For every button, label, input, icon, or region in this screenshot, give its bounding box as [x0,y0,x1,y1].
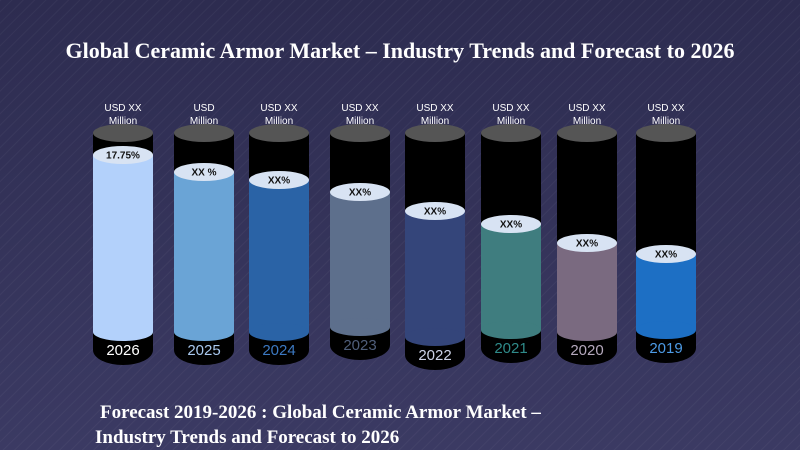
cylinder-top [330,124,390,142]
value-label: USD XX [492,103,530,114]
cylinder-top [557,124,617,142]
cylinder-top [636,124,696,142]
year-label: 2023 [343,337,376,354]
share-label: XX% [424,207,446,218]
share-label: XX% [268,176,290,187]
share-label: XX % [191,168,216,179]
cylinder-bottom [557,335,617,365]
share-label: 17.75% [106,151,140,162]
fill-bottom [174,323,234,341]
fill-top [636,245,696,263]
value-label: Million [109,116,137,127]
year-label: 2022 [418,347,451,364]
cylinder-fill [249,180,309,332]
cylinder-fill [93,155,153,332]
share-label: XX% [500,220,522,231]
fill-bottom [636,321,696,339]
value-label: Million [421,116,449,127]
footer-line: Industry Trends and Forecast to 2026 [95,427,399,448]
cylinder-fill [557,243,617,332]
fill-top [481,215,541,233]
value-label: Million [190,116,218,127]
year-label: 2020 [570,342,603,359]
value-label: USD XX [416,103,454,114]
cylinder-bottom [174,335,234,365]
cylinder-bottom [249,335,309,365]
columns: 17.75% USD XX Million 2026 XX % USD Million 202… [93,103,696,370]
value-label: Million [265,116,293,127]
fill-top [174,163,234,181]
cylinder-bottom [405,340,465,370]
value-label: USD XX [260,103,298,114]
value-label: USD XX [104,103,142,114]
cylinder-top [93,124,153,142]
fill-bottom [481,321,541,339]
year-label: 2026 [106,342,139,359]
year-label: 2019 [649,340,682,357]
year-label: 2024 [262,342,295,359]
cylinder-fill [636,254,696,330]
cylinder-top [249,124,309,142]
title: Global Ceramic Armor Market – Industry T… [66,38,735,63]
cylinder-bottom [481,333,541,363]
cylinder-bottom [330,330,390,360]
fill-top [330,183,390,201]
fill-bottom [405,328,465,346]
fill-top [249,171,309,189]
value-label: USD [193,103,214,114]
fill-bottom [557,323,617,341]
year-label: 2025 [187,342,220,359]
cylinder-top [405,124,465,142]
cylinder-bottom [636,333,696,363]
fill-bottom [249,323,309,341]
value-label: USD XX [647,103,685,114]
fill-top [557,234,617,252]
cylinder-fill [405,211,465,337]
value-label: Million [497,116,525,127]
footer-line: Forecast 2019-2026 : Global Ceramic Armo… [100,402,541,423]
share-label: XX% [349,188,371,199]
fill-bottom [93,323,153,341]
cylinder-top [481,124,541,142]
cylinder-bottom [93,335,153,365]
fill-bottom [330,318,390,336]
fill-top [93,146,153,164]
cylinder-fill [330,192,390,327]
cylinder-top [174,124,234,142]
value-label: USD XX [568,103,606,114]
year-label: 2021 [494,340,527,357]
share-label: XX% [655,250,677,261]
value-label: USD XX [341,103,379,114]
value-label: Million [346,116,374,127]
value-label: Million [573,116,601,127]
fill-top [405,202,465,220]
share-label: XX% [576,239,598,250]
cylinder-fill [481,224,541,330]
cylinder-fill [174,172,234,332]
value-label: Million [652,116,680,127]
